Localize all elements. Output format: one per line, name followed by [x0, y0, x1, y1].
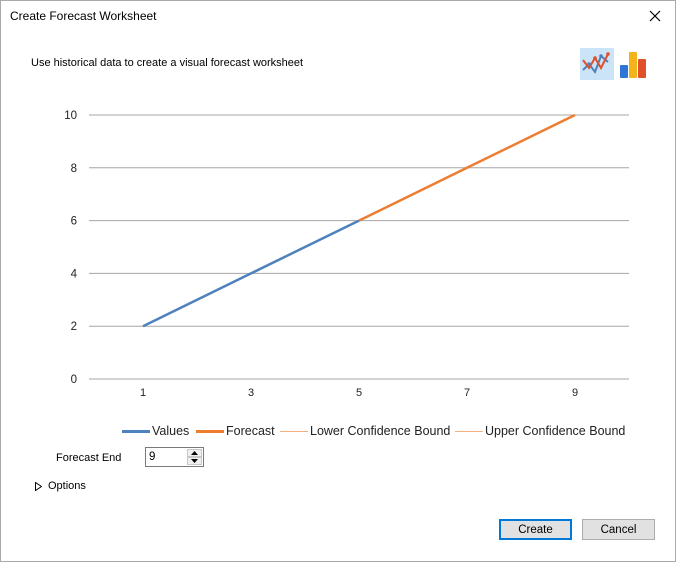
x-tick-label: 3	[248, 387, 254, 399]
dialog-description: Use historical data to create a visual f…	[31, 57, 304, 69]
forecast-end-value[interactable]: 9	[149, 451, 156, 463]
y-tick-label: 0	[71, 374, 77, 386]
legend-label-values: Values	[152, 424, 190, 438]
x-tick-label: 9	[572, 387, 578, 399]
close-button[interactable]	[635, 1, 675, 31]
up-arrow-icon	[191, 451, 198, 455]
down-arrow-icon	[191, 459, 198, 463]
forecast-chart: 0 2 4 6 8 10 1 3 5 7 9	[64, 110, 629, 399]
x-tick-label: 1	[140, 387, 146, 399]
column-chart-button[interactable]	[616, 48, 652, 80]
series-line-forecast	[358, 113, 576, 222]
legend-item-forecast: Forecast	[196, 423, 275, 439]
y-tick-label: 10	[64, 110, 77, 122]
expand-triangle-icon	[35, 481, 42, 491]
legend-label-forecast: Forecast	[226, 424, 275, 438]
options-label: Options	[48, 480, 86, 492]
forecast-end-label: Forecast End	[56, 452, 122, 464]
legend-item-upper-bound: Upper Confidence Bound	[455, 423, 625, 439]
line-chart-button[interactable]	[580, 48, 614, 80]
column-chart-icon	[620, 52, 646, 78]
x-tick-label: 5	[356, 387, 362, 399]
legend-label-upper-bound: Upper Confidence Bound	[485, 424, 626, 438]
spin-down-button[interactable]	[187, 457, 202, 465]
series-line-values	[142, 219, 360, 328]
line-chart-icon	[582, 52, 610, 75]
spinner-buttons	[187, 449, 202, 465]
x-tick-label: 7	[464, 387, 470, 399]
legend-item-values: Values	[122, 423, 189, 439]
legend-item-lower-bound: Lower Confidence Bound	[280, 423, 450, 439]
create-button[interactable]: Create	[499, 519, 572, 540]
y-tick-label: 8	[71, 163, 77, 175]
legend-swatch-lower-bound	[280, 430, 308, 432]
close-icon	[649, 10, 661, 22]
title-bar: Create Forecast Worksheet	[1, 1, 675, 31]
options-expander[interactable]: Options	[35, 480, 86, 492]
y-tick-label: 4	[71, 268, 78, 280]
y-tick-label: 6	[71, 216, 77, 228]
forecast-end-spinner[interactable]: 9	[145, 447, 204, 467]
cancel-button[interactable]: Cancel	[582, 519, 655, 540]
y-tick-label: 2	[71, 321, 77, 333]
legend-label-lower-bound: Lower Confidence Bound	[310, 424, 451, 438]
legend-swatch-forecast	[196, 429, 224, 433]
dialog-title: Create Forecast Worksheet	[10, 9, 157, 23]
legend-swatch-values	[122, 429, 150, 433]
legend-swatch-upper-bound	[455, 430, 483, 432]
spin-up-button[interactable]	[187, 449, 202, 457]
